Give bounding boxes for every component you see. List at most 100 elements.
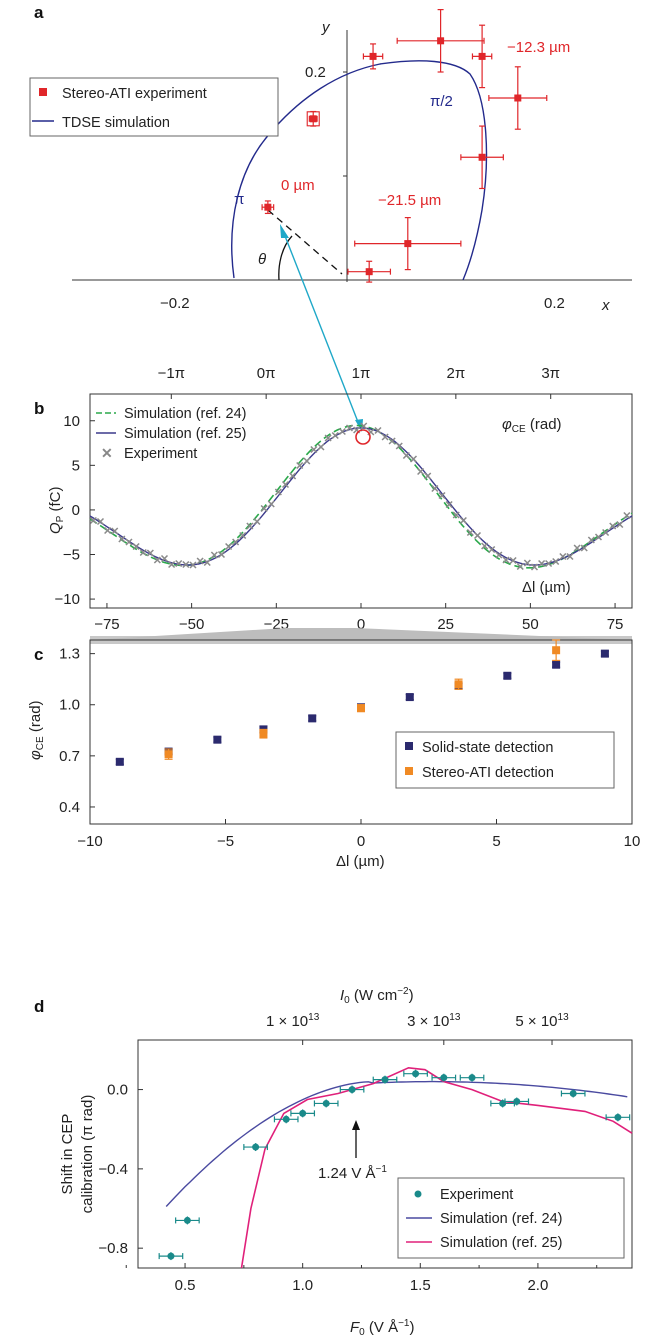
stereo-ati-point-c [357,704,365,713]
experiment-point: ✕ [252,517,261,529]
experiment-point-d [403,1069,428,1078]
stereo-ati-point [488,66,548,130]
legend-marker-stereo-ati [405,767,413,775]
panel-d-x-label: F0 (V Å−1) [350,1318,414,1338]
experiment-point: ✕ [274,487,283,499]
panel-c-xtick-label: −5 [217,833,234,850]
experiment-point: ✕ [452,510,461,522]
experiment-point: ✕ [217,550,226,562]
annotation-pi: π [234,191,244,208]
panel-b-y-label: QP (fC) [47,486,66,534]
panel-a-legend [29,77,279,137]
panel-c-ytick-label: 1.0 [59,697,80,714]
panel-c-x-ticks: −10 −5 0 5 10 [77,819,640,850]
highlighted-point-circle [355,429,371,445]
experiment-point: ✕ [523,558,532,570]
panel-c-y-ticks: 1.3 1.0 0.7 0.4 [59,646,95,816]
panel-b-xtick-label: −50 [179,616,204,633]
panel-c-xtick-label: 0 [357,833,365,850]
experiment-point: ✕ [324,433,333,445]
experiment-point-d [459,1073,485,1082]
experiment-point: ✕ [402,450,411,462]
theta-label: θ [258,251,266,268]
panel-c-y-label: φCE (rad) [27,700,46,760]
panel-d-top-tick-label: 5 × 1013 [515,1012,569,1030]
solid-state-point [503,671,512,680]
panel-a-letter: a [34,3,44,22]
panel-d-top-ticks: 1 × 1013 3 × 1013 5 × 1013 [266,1012,569,1045]
experiment-point: ✕ [565,552,574,564]
experiment-point: ✕ [480,541,489,553]
experiment-point: ✕ [544,558,553,570]
experiment-point: ✕ [203,558,212,570]
panel-d-ytick-label: −0.8 [98,1240,128,1257]
solid-state-point [405,693,414,702]
panel-d-ytick-label: −0.4 [98,1161,128,1178]
experiment-point: ✕ [267,499,276,511]
experiment-point-d [313,1099,339,1108]
panel-b-ytick-label: 10 [63,413,80,430]
experiment-point: ✕ [131,541,140,553]
stereo-ati-point-c [454,678,463,691]
panel-a-ytick-label: 0.2 [305,64,326,81]
experiment-point: ✕ [167,559,176,571]
panel-c-legend [395,731,615,789]
experiment-point: ✕ [260,504,269,516]
experiment-point: ✕ [516,561,525,573]
experiment-point-d [560,1089,586,1098]
panel-b-letter: b [34,399,44,418]
solid-state-point [115,757,124,766]
experiment-point-d [290,1109,316,1118]
experiment-point: ✕ [139,547,148,559]
stereo-ati-point [347,260,392,283]
stereo-ati-point [362,43,384,70]
panel-a-x-label: x [601,297,610,314]
stereo-ati-point-c [259,728,268,739]
panel-d-y-label-1: Shift in CEP [59,1114,76,1195]
experiment-point: ✕ [622,511,631,523]
experiment-point: ✕ [416,467,425,479]
panel-d-y-ticks: 0.0 −0.4 −0.8 [98,1082,143,1257]
panel-b-xtick-label: 50 [522,616,539,633]
experiment-point-d [339,1085,365,1094]
panel-a-xtick-label: 0.2 [544,295,565,312]
panel-d-letter: d [34,997,44,1016]
experiment-point: ✕ [601,527,610,539]
simulation-ref25-curve-d [240,1066,633,1269]
legend-marker-experiment-d [414,1190,422,1198]
experiment-point: ✕ [352,425,361,437]
solid-state-point [308,714,317,723]
legend-label-stereo-ati: Stereo-ATI detection [422,765,554,781]
panel-b-ytick-label: −5 [63,547,80,564]
experiment-point: ✕ [345,423,354,435]
solid-state-point [213,735,222,744]
stereo-ati-point [261,200,275,215]
panel-d-legend [397,1177,625,1259]
experiment-point: ✕ [245,521,254,533]
link-arrow [284,235,359,423]
stereo-ati-point [308,110,318,127]
experiment-point: ✕ [124,537,133,549]
legend-marker-experiment: ✕ [101,445,113,461]
experiment-point: ✕ [409,454,418,466]
panel-b-xtick-label: 0 [357,616,365,633]
zoom-wedge [90,628,632,640]
experiment-point: ✕ [302,456,311,468]
experiment-point: ✕ [338,427,347,439]
panel-b-top-tick-label: −1π [158,365,185,382]
experiment-point: ✕ [359,421,368,433]
panel-d-frame [137,1039,633,1269]
experiment-point-d [504,1097,530,1106]
experiment-point: ✕ [437,491,446,503]
experiment-point: ✕ [174,558,183,570]
panel-b-ytick-label: −10 [55,591,80,608]
annotation-1-24: 1.24 V Å−1 [318,1164,387,1182]
solid-state-point [552,660,561,669]
panel-c-ytick-label: 1.3 [59,646,80,663]
stereo-ati-point [460,125,504,190]
panel-b-top-ticks: −1π 0π 1π 2π 3π [158,365,560,399]
panel-d-x-ticks: 0.5 1.0 1.5 2.0 [125,1263,598,1294]
experiment-point: ✕ [537,559,546,571]
